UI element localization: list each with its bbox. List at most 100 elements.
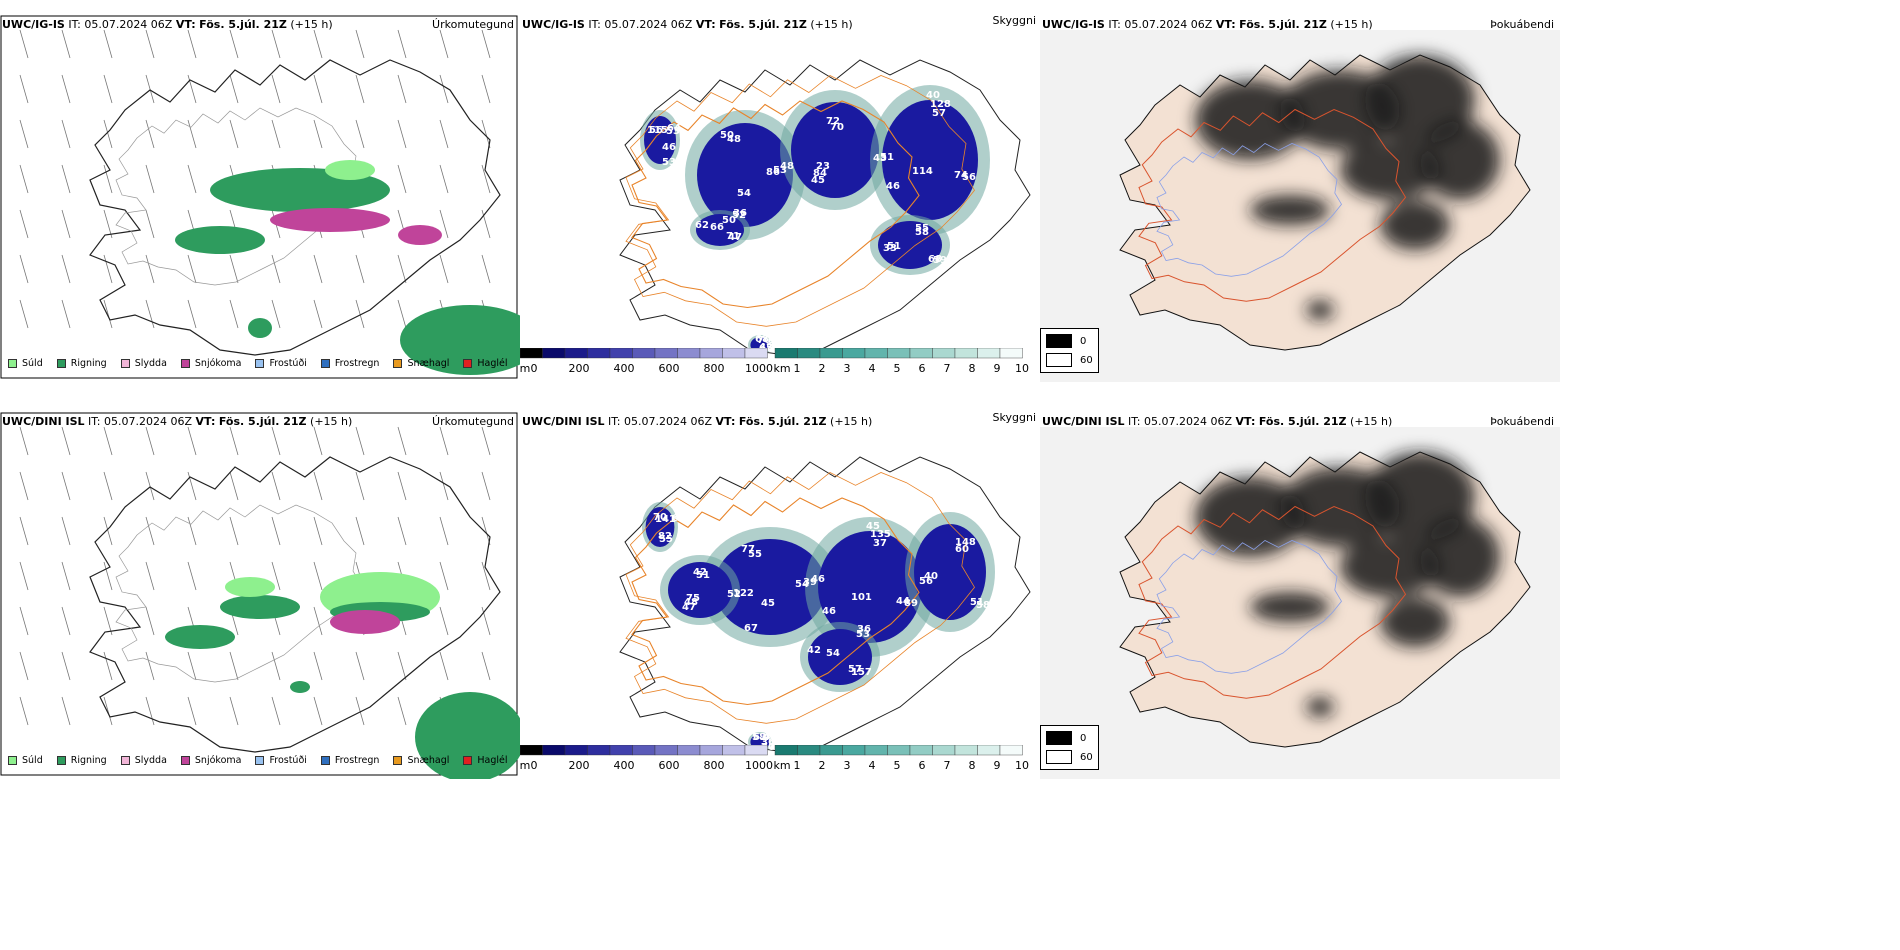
- legend-label: Rigning: [70, 358, 107, 369]
- ceiling-tick: 1000: [745, 759, 773, 772]
- precip-header: UWC/IG-IS IT: 05.07.2024 06Z VT: Fös. 5.…: [2, 18, 333, 31]
- ceiling-value-label: 48: [780, 161, 794, 172]
- ceiling-value-label: 70: [830, 122, 844, 133]
- legend-label: 0: [1080, 335, 1087, 347]
- ceiling-value-label: 56: [649, 125, 663, 136]
- ceiling-value-label: 54: [795, 579, 809, 590]
- ceiling-value-label: 56: [919, 576, 933, 587]
- visibility-tick: 7: [943, 362, 951, 375]
- legend-swatch: [8, 359, 17, 368]
- ceiling-tick: 600: [658, 759, 680, 772]
- ceiling-value-label: 40: [926, 90, 940, 101]
- precip-legend-item: Snæhagl: [393, 755, 449, 766]
- ceiling-value-label: 52: [732, 210, 746, 221]
- ceiling-value-label: 74: [954, 170, 968, 181]
- legend-swatch: [320, 756, 330, 765]
- ceiling-value-label: 122: [733, 588, 754, 599]
- ceiling-value-label: 77: [741, 544, 755, 555]
- ceiling-value-label: 62: [695, 220, 709, 231]
- visibility-tick: 5: [893, 759, 901, 772]
- precip-type-panel: UWC/IG-IS IT: 05.07.2024 06Z VT: Fös. 5.…: [0, 10, 520, 382]
- cloud-ceiling-panel: 54 75 37 51 42 43 82 55 52 46 60 57 62 64 67 51 44 40 53 70…: [520, 407, 1040, 779]
- lead-time: (+15 h): [1330, 18, 1373, 31]
- it-value: 05.07.2024 06Z: [1144, 415, 1233, 428]
- precip-legend-item: Snæhagl: [393, 358, 449, 369]
- visibility-tick: 8: [968, 362, 976, 375]
- ceiling-value-label: 55: [659, 534, 673, 545]
- visibility-tick: 3: [843, 759, 851, 772]
- ceiling-value-label: 84: [813, 168, 827, 179]
- legend-label: Súld: [22, 358, 43, 369]
- ceiling-value-label: 71: [726, 231, 740, 242]
- legend-swatch: [255, 756, 265, 765]
- precip-legend: Súld Rigning Slydda Snjókoma Frostúði Frostre…: [8, 755, 508, 766]
- legend-swatch: [120, 359, 130, 368]
- precip-legend-item: Slydda: [120, 755, 167, 766]
- ceiling-value-label: 64: [667, 123, 681, 134]
- ceiling-value-label: 157: [851, 667, 872, 678]
- ceiling-tick: 200: [568, 362, 590, 375]
- ceiling-value-label: 48: [684, 597, 698, 608]
- ceiling-value-label: 70: [761, 742, 775, 753]
- ceiling-value-label: 39: [803, 577, 817, 588]
- legend-swatch: [180, 756, 190, 765]
- fog-title: Þokuábendi: [1490, 415, 1554, 428]
- legend-swatch: [393, 756, 403, 765]
- precip-title: Úrkomutegund: [432, 415, 514, 428]
- ceiling-visibility-colorbars: [520, 348, 1023, 359]
- ceiling-value-label: 42: [693, 567, 707, 578]
- vt-label: VT:: [1215, 18, 1236, 31]
- ceiling-value-label: 33: [883, 243, 897, 254]
- ceiling-value-label: 45: [811, 175, 825, 186]
- lead-time: (+15 h): [830, 415, 873, 428]
- it-value: 05.07.2024 06Z: [104, 415, 193, 428]
- ceiling-header: UWC/IG-IS IT: 05.07.2024 06Z VT: Fös. 5.…: [522, 18, 853, 31]
- precip-legend-item: Snjókoma: [180, 755, 241, 766]
- ceiling-value-label: 53: [662, 157, 676, 168]
- precip-legend-item: Slydda: [120, 358, 167, 369]
- ceiling-value-label: 44: [896, 596, 910, 607]
- ceiling-value-label: 62: [753, 732, 767, 743]
- ceiling-tick: 200: [568, 759, 590, 772]
- ceiling-value-label: 115: [647, 125, 668, 136]
- ceiling-value-label: 57: [932, 108, 946, 119]
- ceiling-unit: m: [520, 362, 531, 375]
- precip-legend-item: Haglél: [463, 755, 508, 766]
- visibility-tick: 1: [793, 759, 801, 772]
- legend-swatch: [463, 359, 473, 368]
- visibility-title: Skyggni: [992, 411, 1036, 424]
- it-label: IT:: [1128, 415, 1141, 428]
- ceiling-value-label: 51: [970, 597, 984, 608]
- precip-legend-item: Frostúði: [255, 755, 307, 766]
- legend-swatch: [393, 359, 403, 368]
- legend-label: 60: [1080, 354, 1093, 366]
- visibility-tick: 3: [843, 362, 851, 375]
- ceiling-value-label: 40: [924, 571, 938, 582]
- ceiling-tick: 800: [703, 759, 725, 772]
- legend-label: Frostúði: [269, 755, 307, 766]
- vt-label: VT:: [715, 415, 736, 428]
- ceiling-value-label: 58: [976, 600, 990, 611]
- fog-header: UWC/DINI ISL IT: 05.07.2024 06Z VT: Fös.…: [1042, 415, 1392, 428]
- ceiling-value-label: 47: [728, 232, 742, 243]
- ceiling-tick: 400: [613, 362, 635, 375]
- ceiling-value-label: 43: [763, 732, 777, 743]
- legend-swatch: [1046, 750, 1072, 764]
- visibility-tick: 6: [918, 362, 926, 375]
- ceiling-value-label: 37: [873, 538, 887, 549]
- visibility-tick: 8: [968, 759, 976, 772]
- legend-swatch: [255, 359, 265, 368]
- fog-index-panel: UWC/DINI ISL IT: 05.07.2024 06Z VT: Fös.…: [1040, 407, 1560, 779]
- ceiling-value-label: 46: [662, 142, 676, 153]
- visibility-tick: 10: [1015, 362, 1029, 375]
- precip-legend-item: Haglél: [463, 358, 508, 369]
- model-name: UWC/DINI ISL: [522, 415, 605, 428]
- visibility-tick: 2: [818, 362, 826, 375]
- fog-legend-item: 0: [1046, 731, 1093, 745]
- ceiling-bar-labels: m 0 200 400 600 800 1000 km 1 2 3 4 5 6 7 8 9 10: [520, 362, 1040, 376]
- ceiling-value-label: 46: [886, 181, 900, 192]
- vt-label: VT:: [175, 18, 196, 31]
- precip-legend-item: Frostregn: [320, 755, 379, 766]
- vt-value: Fös. 5.júl. 21Z: [1258, 415, 1347, 428]
- ceiling-value-label: 75: [686, 593, 700, 604]
